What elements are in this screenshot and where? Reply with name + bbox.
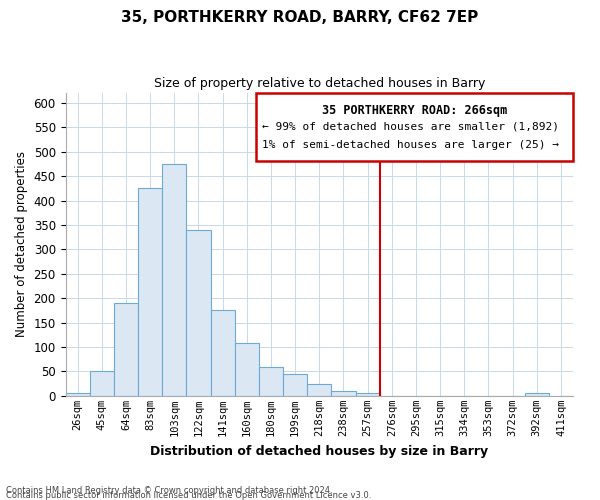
- Bar: [89, 372, 114, 396]
- Text: Contains public sector information licensed under the Open Government Licence v3: Contains public sector information licen…: [6, 491, 371, 500]
- Text: 1% of semi-detached houses are larger (25) →: 1% of semi-detached houses are larger (2…: [262, 140, 559, 150]
- Text: Contains HM Land Registry data © Crown copyright and database right 2024.: Contains HM Land Registry data © Crown c…: [6, 486, 332, 495]
- FancyBboxPatch shape: [256, 93, 573, 161]
- Bar: [525, 394, 549, 396]
- Bar: [259, 366, 283, 396]
- Title: Size of property relative to detached houses in Barry: Size of property relative to detached ho…: [154, 78, 485, 90]
- Bar: [283, 374, 307, 396]
- Text: 35, PORTHKERRY ROAD, BARRY, CF62 7EP: 35, PORTHKERRY ROAD, BARRY, CF62 7EP: [121, 10, 479, 25]
- Bar: [162, 164, 187, 396]
- Bar: [211, 310, 235, 396]
- Bar: [65, 394, 89, 396]
- Bar: [235, 343, 259, 396]
- Bar: [114, 303, 138, 396]
- Bar: [331, 391, 356, 396]
- Y-axis label: Number of detached properties: Number of detached properties: [15, 152, 28, 338]
- Bar: [356, 394, 380, 396]
- X-axis label: Distribution of detached houses by size in Barry: Distribution of detached houses by size …: [150, 444, 488, 458]
- Bar: [187, 230, 211, 396]
- Text: 35 PORTHKERRY ROAD: 266sqm: 35 PORTHKERRY ROAD: 266sqm: [322, 104, 507, 117]
- Bar: [138, 188, 162, 396]
- Bar: [307, 384, 331, 396]
- Text: ← 99% of detached houses are smaller (1,892): ← 99% of detached houses are smaller (1,…: [262, 122, 559, 132]
